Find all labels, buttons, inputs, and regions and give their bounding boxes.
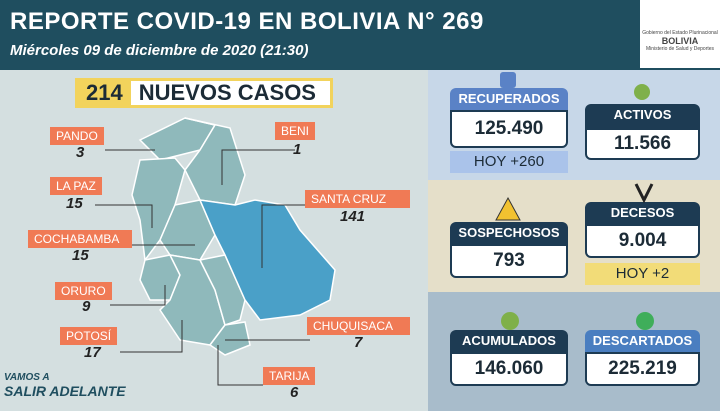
dept-name: COCHABAMBA [28,230,132,248]
dept-value: 15 [72,247,89,264]
card-title: ACTIVOS [585,104,700,128]
icon [636,312,654,330]
card-today: HOY +2 [585,263,700,285]
dept-value: 6 [290,384,299,401]
new-cases-label: NUEVOS CASOS [138,80,316,105]
dept-name: TARIJA [263,367,316,385]
footer-text: SALIR ADELANTE [4,383,126,399]
card-value: 793 [450,244,568,278]
title: REPORTE COVID-19 EN BOLIVIA N° 269 [10,8,484,35]
dept-name: ORURO [55,282,112,300]
card-value: 125.490 [450,110,568,148]
dept-value: 1 [293,141,302,158]
dept-value: 17 [84,344,101,361]
dept-name: SANTA CRUZ [305,190,410,208]
dept-value: 141 [340,208,366,225]
new-cases-number: 214 [78,81,131,105]
dept-value: 9 [82,298,91,315]
dept-value: 3 [76,144,85,161]
dept-name: CHUQUISACA [307,317,410,335]
header-band [0,0,720,70]
logo-text: BOLIVIA [661,36,699,46]
footer-text: VAMOS A [4,372,50,383]
icon [634,84,650,100]
dept-value: 15 [66,195,83,212]
logo: Gobierno del Estado Plurinacional BOLIVI… [640,0,720,68]
card-title: ACUMULADOS [450,330,568,352]
subtitle: Miércoles 09 de diciembre de 2020 (21:30… [10,42,309,59]
icon [501,312,519,330]
dept-name: LA PAZ [50,177,102,195]
card-title: DESCARTADOS [585,330,700,352]
icon [495,196,521,221]
new-cases: 214 NUEVOS CASOS [75,78,333,108]
card-value: 11.566 [585,128,700,160]
card-title: RECUPERADOS [450,88,568,110]
logo-text: Gobierno del Estado Plurinacional [642,30,718,36]
map [95,117,336,386]
card-value: 146.060 [450,352,568,386]
card-title: DECESOS [585,202,700,224]
dept-value: 7 [354,334,363,351]
icon [500,72,516,88]
dept-name: BENI [275,122,316,140]
footer: VAMOS A SALIR ADELANTE [4,372,126,399]
card-value: 9.004 [585,224,700,258]
icon [634,183,654,204]
card-value: 225.219 [585,352,700,386]
card-title: SOSPECHOSOS [450,222,568,244]
card-today: HOY +260 [450,151,568,173]
dept-name: PANDO [50,127,104,145]
dept-name: POTOSÍ [60,327,118,345]
logo-text: Ministerio de Salud y Deportes [645,46,715,52]
